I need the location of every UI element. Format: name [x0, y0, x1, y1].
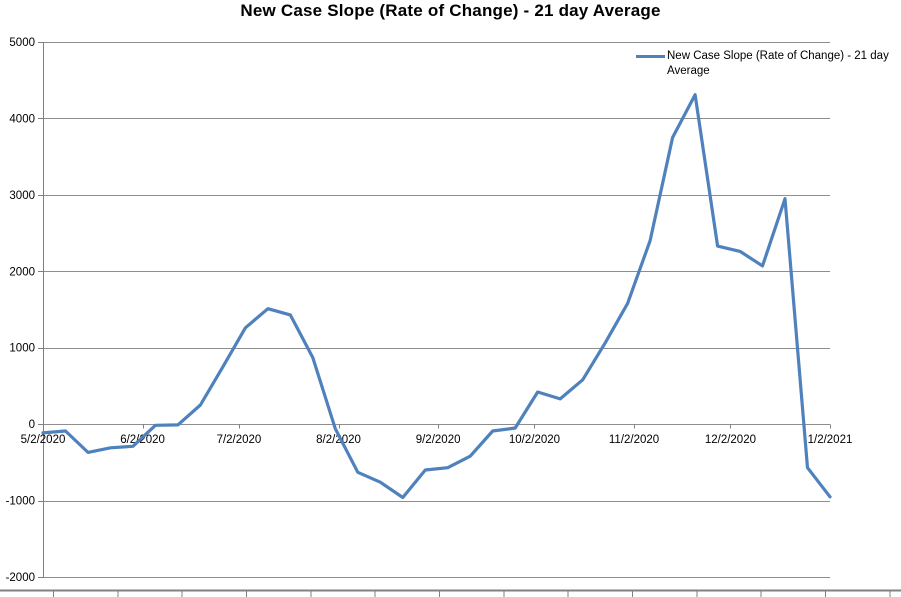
y-axis-label--2000: -2000 — [6, 572, 35, 584]
x-axis-label-3: 8/2/2020 — [316, 434, 361, 446]
series-line[interactable] — [41, 93, 832, 500]
y-axis-label--1000: -1000 — [6, 496, 35, 508]
y-axis-label-4000: 4000 — [9, 113, 35, 125]
x-axis-label-5: 10/2/2020 — [509, 434, 560, 446]
y-axis-label-5000: 5000 — [9, 37, 35, 49]
y-axis-label-0: 0 — [29, 419, 35, 431]
legend-line-swatch — [636, 55, 665, 58]
x-axis-label-2: 7/2/2020 — [217, 434, 262, 446]
y-axis-label-3000: 3000 — [9, 190, 35, 202]
legend[interactable]: New Case Slope (Rate of Change) - 21 day… — [636, 49, 890, 79]
x-axis-label-8: 1/2/2021 — [808, 434, 853, 446]
x-axis-label-6: 11/2/2020 — [609, 434, 659, 446]
x-axis-label-0: 5/2/2020 — [21, 434, 66, 446]
legend-label: New Case Slope (Rate of Change) - 21 day… — [667, 50, 889, 77]
y-axis-label-2000: 2000 — [9, 266, 35, 278]
chart-title[interactable]: New Case Slope (Rate of Change) - 21 day… — [240, 1, 661, 20]
x-axis-label-7: 12/2/2020 — [705, 434, 756, 446]
x-axis-label-1: 6/2/2020 — [120, 434, 165, 446]
y-axis-label-1000: 1000 — [9, 343, 35, 355]
x-axis-label-4: 9/2/2020 — [416, 434, 461, 446]
